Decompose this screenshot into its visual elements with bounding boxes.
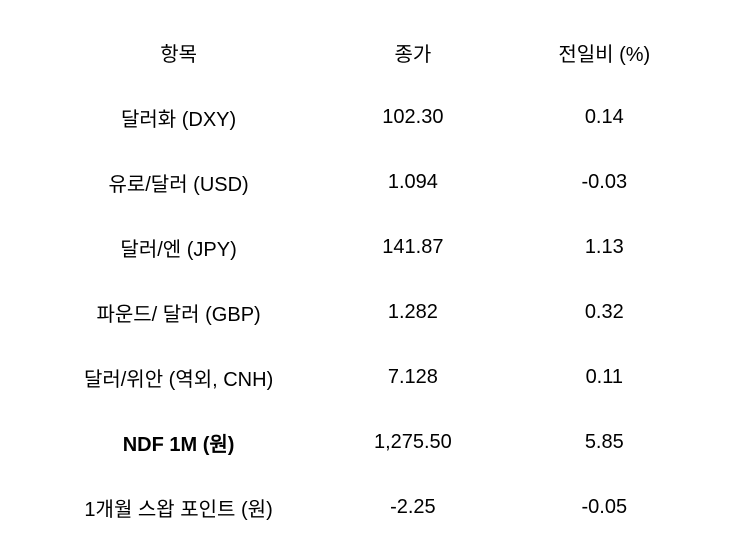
- table-row: 파운드/ 달러 (GBP) 1.282 0.32: [40, 280, 700, 345]
- col-header-close: 종가: [317, 20, 508, 85]
- cell-close: 1,275.50: [317, 410, 508, 475]
- cell-label: 1개월 스왑 포인트 (원): [40, 475, 317, 540]
- cell-label: 달러화 (DXY): [40, 85, 317, 150]
- table-row: 달러/위안 (역외, CNH) 7.128 0.11: [40, 345, 700, 410]
- cell-close: 1.282: [317, 280, 508, 345]
- fx-table: 항목 종가 전일비 (%) 달러화 (DXY) 102.30 0.14 유로/달…: [40, 20, 700, 540]
- cell-change: -0.03: [509, 150, 700, 215]
- cell-change: 5.85: [509, 410, 700, 475]
- cell-label: 파운드/ 달러 (GBP): [40, 280, 317, 345]
- cell-close: 102.30: [317, 85, 508, 150]
- cell-close: 7.128: [317, 345, 508, 410]
- col-header-item: 항목: [40, 20, 317, 85]
- table-row-highlight: NDF 1M (원) 1,275.50 5.85: [40, 410, 700, 475]
- table-body: 달러화 (DXY) 102.30 0.14 유로/달러 (USD) 1.094 …: [40, 85, 700, 540]
- cell-label: 달러/위안 (역외, CNH): [40, 345, 317, 410]
- cell-label: 유로/달러 (USD): [40, 150, 317, 215]
- col-header-change: 전일비 (%): [509, 20, 700, 85]
- table-row: 유로/달러 (USD) 1.094 -0.03: [40, 150, 700, 215]
- cell-change: 1.13: [509, 215, 700, 280]
- table-row: 달러/엔 (JPY) 141.87 1.13: [40, 215, 700, 280]
- cell-change: -0.05: [509, 475, 700, 540]
- header-row: 항목 종가 전일비 (%): [40, 20, 700, 85]
- cell-close: 141.87: [317, 215, 508, 280]
- table-row: 달러화 (DXY) 102.30 0.14: [40, 85, 700, 150]
- cell-change: 0.32: [509, 280, 700, 345]
- cell-label: NDF 1M (원): [40, 410, 317, 475]
- cell-change: 0.11: [509, 345, 700, 410]
- cell-close: -2.25: [317, 475, 508, 540]
- cell-change: 0.14: [509, 85, 700, 150]
- cell-close: 1.094: [317, 150, 508, 215]
- cell-label: 달러/엔 (JPY): [40, 215, 317, 280]
- table-row: 1개월 스왑 포인트 (원) -2.25 -0.05: [40, 475, 700, 540]
